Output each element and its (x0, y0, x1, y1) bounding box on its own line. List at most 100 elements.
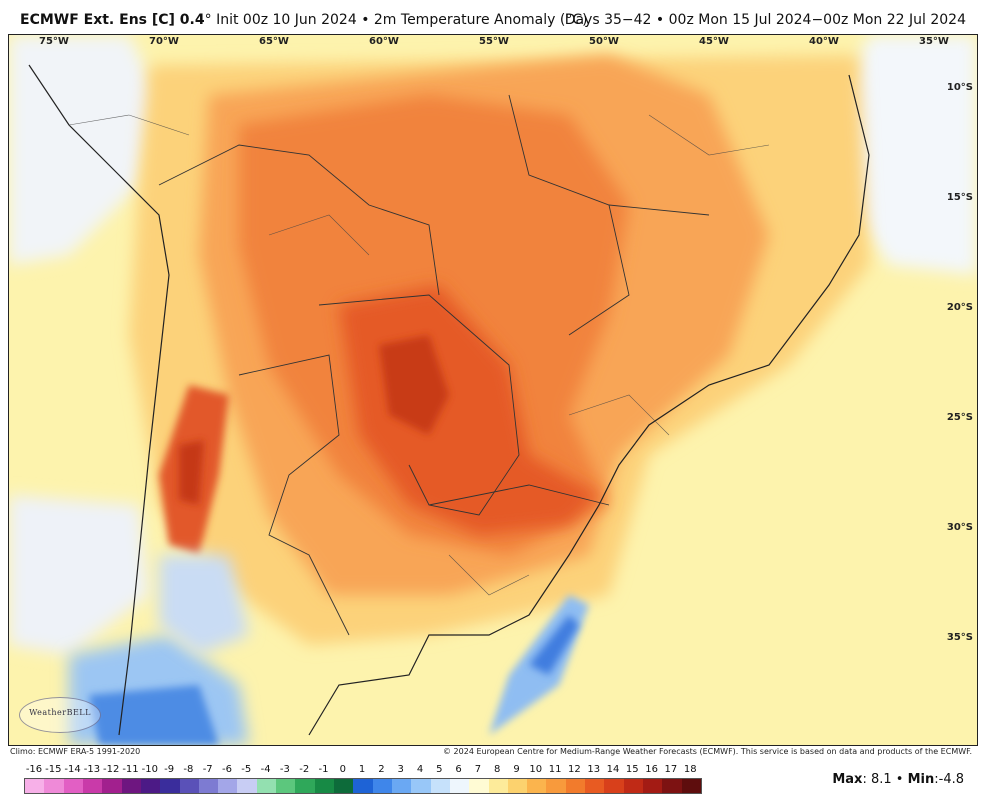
colorbar-ticks: -16 -15 -14 -13 -12 -11 -10 -9 -8 -7 -6 -5 -4 -3 -2 -1 0… (24, 764, 704, 776)
colorbar-swatch (140, 779, 161, 793)
max-value: 8.1 (870, 772, 892, 787)
max-min-readout: Max: 8.1 • Min:-4.8 (832, 772, 964, 787)
colorbar-tick-label: 8 (494, 764, 501, 775)
colorbar-swatch (430, 779, 450, 793)
lon-label: 40°W (809, 36, 839, 47)
lon-label: 50°W (589, 36, 619, 47)
colorbar-tick-label: 1 (358, 764, 366, 775)
colorbar-tick-label: 12 (568, 764, 581, 775)
colorbar-tick-label: -5 (241, 764, 252, 775)
lon-label: 35°W (919, 36, 949, 47)
colorbar-swatch (391, 779, 412, 793)
colorbar-swatch (218, 779, 238, 793)
colorbar-swatch (121, 779, 141, 793)
colorbar-swatch (334, 779, 354, 793)
lat-label: 25°S (946, 412, 973, 423)
lat-label: 30°S (946, 522, 973, 533)
lon-label: 75°W (39, 36, 69, 47)
colorbar-swatch (102, 779, 122, 793)
anomaly-map-canvas (9, 35, 977, 745)
lon-label: 55°W (479, 36, 509, 47)
temperature-anomaly-map: 75°W 70°W 65°W 60°W 55°W 50°W 45°W 40°W … (8, 34, 978, 746)
colorbar-swatch (585, 779, 605, 793)
max-label: Max (832, 772, 863, 787)
colorbar-tick-label: 5 (436, 764, 443, 775)
lat-label: 35°S (946, 632, 973, 643)
colorbar-swatch (643, 779, 663, 793)
colorbar-tick-label: -4 (260, 764, 271, 775)
lon-label: 70°W (149, 36, 179, 47)
colorbar-swatch (372, 779, 392, 793)
colorbar-swatch (276, 779, 296, 793)
colorbar-swatch (237, 779, 257, 793)
colorbar-swatch (44, 779, 64, 793)
colorbar-tick-label: -1 (318, 764, 329, 775)
colorbar-tick-label: 9 (513, 764, 520, 775)
colorbar-swatch (63, 779, 83, 793)
colorbar-tick-label: 2 (378, 764, 385, 775)
colorbar-tick-label: 11 (548, 764, 562, 775)
model-name: ECMWF Ext. Ens [C] 0.4 (20, 12, 205, 28)
min-value: -4.8 (938, 772, 964, 787)
colorbar-tick-label: -13 (83, 764, 101, 775)
colorbar-tick-label: 6 (455, 764, 462, 775)
colorbar-tick-label: 18 (683, 764, 697, 775)
colorbar-tick-label: -8 (183, 764, 194, 775)
colorbar-tick-label: -11 (122, 764, 139, 775)
colorbar-swatch (256, 779, 277, 793)
colorbar-swatch (527, 779, 547, 793)
min-label: Min (907, 772, 935, 787)
colorbar-tick-label: -9 (164, 764, 175, 775)
colorbar-swatch (198, 779, 219, 793)
colorbar-swatch (353, 779, 373, 793)
colorbar-tick-label: 14 (606, 764, 620, 775)
colorbar-tick-label: -12 (103, 764, 120, 775)
lon-label: 45°W (699, 36, 729, 47)
colorbar-tick-label: -6 (222, 764, 232, 775)
colorbar-swatch (681, 779, 701, 793)
copyright-credit: © 2024 European Centre for Medium-Range … (443, 747, 972, 756)
weatherbell-logo: WeatherBELL (19, 697, 101, 733)
colorbar-tick-label: 0 (339, 764, 346, 775)
colorbar-swatch (623, 779, 643, 793)
colorbar-tick-label: 17 (664, 764, 678, 775)
colorbar-swatch (546, 779, 566, 793)
init-description: ° Init 00z 10 Jun 2024 • 2m Temperature … (204, 12, 588, 28)
colorbar-swatch (295, 779, 315, 793)
colorbar-swatch (449, 779, 470, 793)
colorbar-swatch (604, 779, 624, 793)
lon-label: 65°W (259, 36, 289, 47)
colorbar-tick-label: -10 (141, 764, 158, 775)
colorbar-tick-label: -3 (279, 764, 290, 775)
colorbar-tick-label: 4 (416, 764, 424, 775)
colorbar-tick-label: 10 (529, 764, 543, 775)
colorbar-swatch (411, 779, 431, 793)
colorbar-swatch (179, 779, 199, 793)
colorbar-swatch (82, 779, 103, 793)
colorbar-tick-label: 13 (587, 764, 601, 775)
colorbar-tick-label: -15 (45, 764, 62, 775)
colorbar-tick-label: 16 (645, 764, 658, 775)
colorbar-swatch (160, 779, 180, 793)
logo-text: WeatherBELL (29, 708, 91, 717)
colorbar-tick-label: -2 (299, 764, 310, 775)
lat-label: 15°S (946, 192, 973, 203)
colorbar-swatch (25, 779, 45, 793)
climo-credit: Climo: ECMWF ERA-5 1991-2020 (10, 747, 141, 756)
colorbar (24, 778, 702, 794)
colorbar-tick-label: 15 (625, 764, 639, 775)
colorbar-swatch (488, 779, 508, 793)
lon-label: 60°W (369, 36, 399, 47)
colorbar-swatch (662, 779, 682, 793)
colorbar-tick-label: 7 (474, 764, 482, 775)
colorbar-tick-label: 3 (397, 764, 404, 775)
colorbar-tick-label: -16 (25, 764, 43, 775)
colorbar-swatch (565, 779, 586, 793)
colorbar-swatch (314, 779, 334, 793)
colorbar-tick-label: -14 (64, 764, 81, 775)
map-title: ECMWF Ext. Ens [C] 0.4° Init 00z 10 Jun … (20, 12, 588, 28)
colorbar-swatch (469, 779, 489, 793)
colorbar-swatch (507, 779, 528, 793)
lat-label: 20°S (946, 302, 973, 313)
lat-label: 10°S (946, 82, 973, 93)
